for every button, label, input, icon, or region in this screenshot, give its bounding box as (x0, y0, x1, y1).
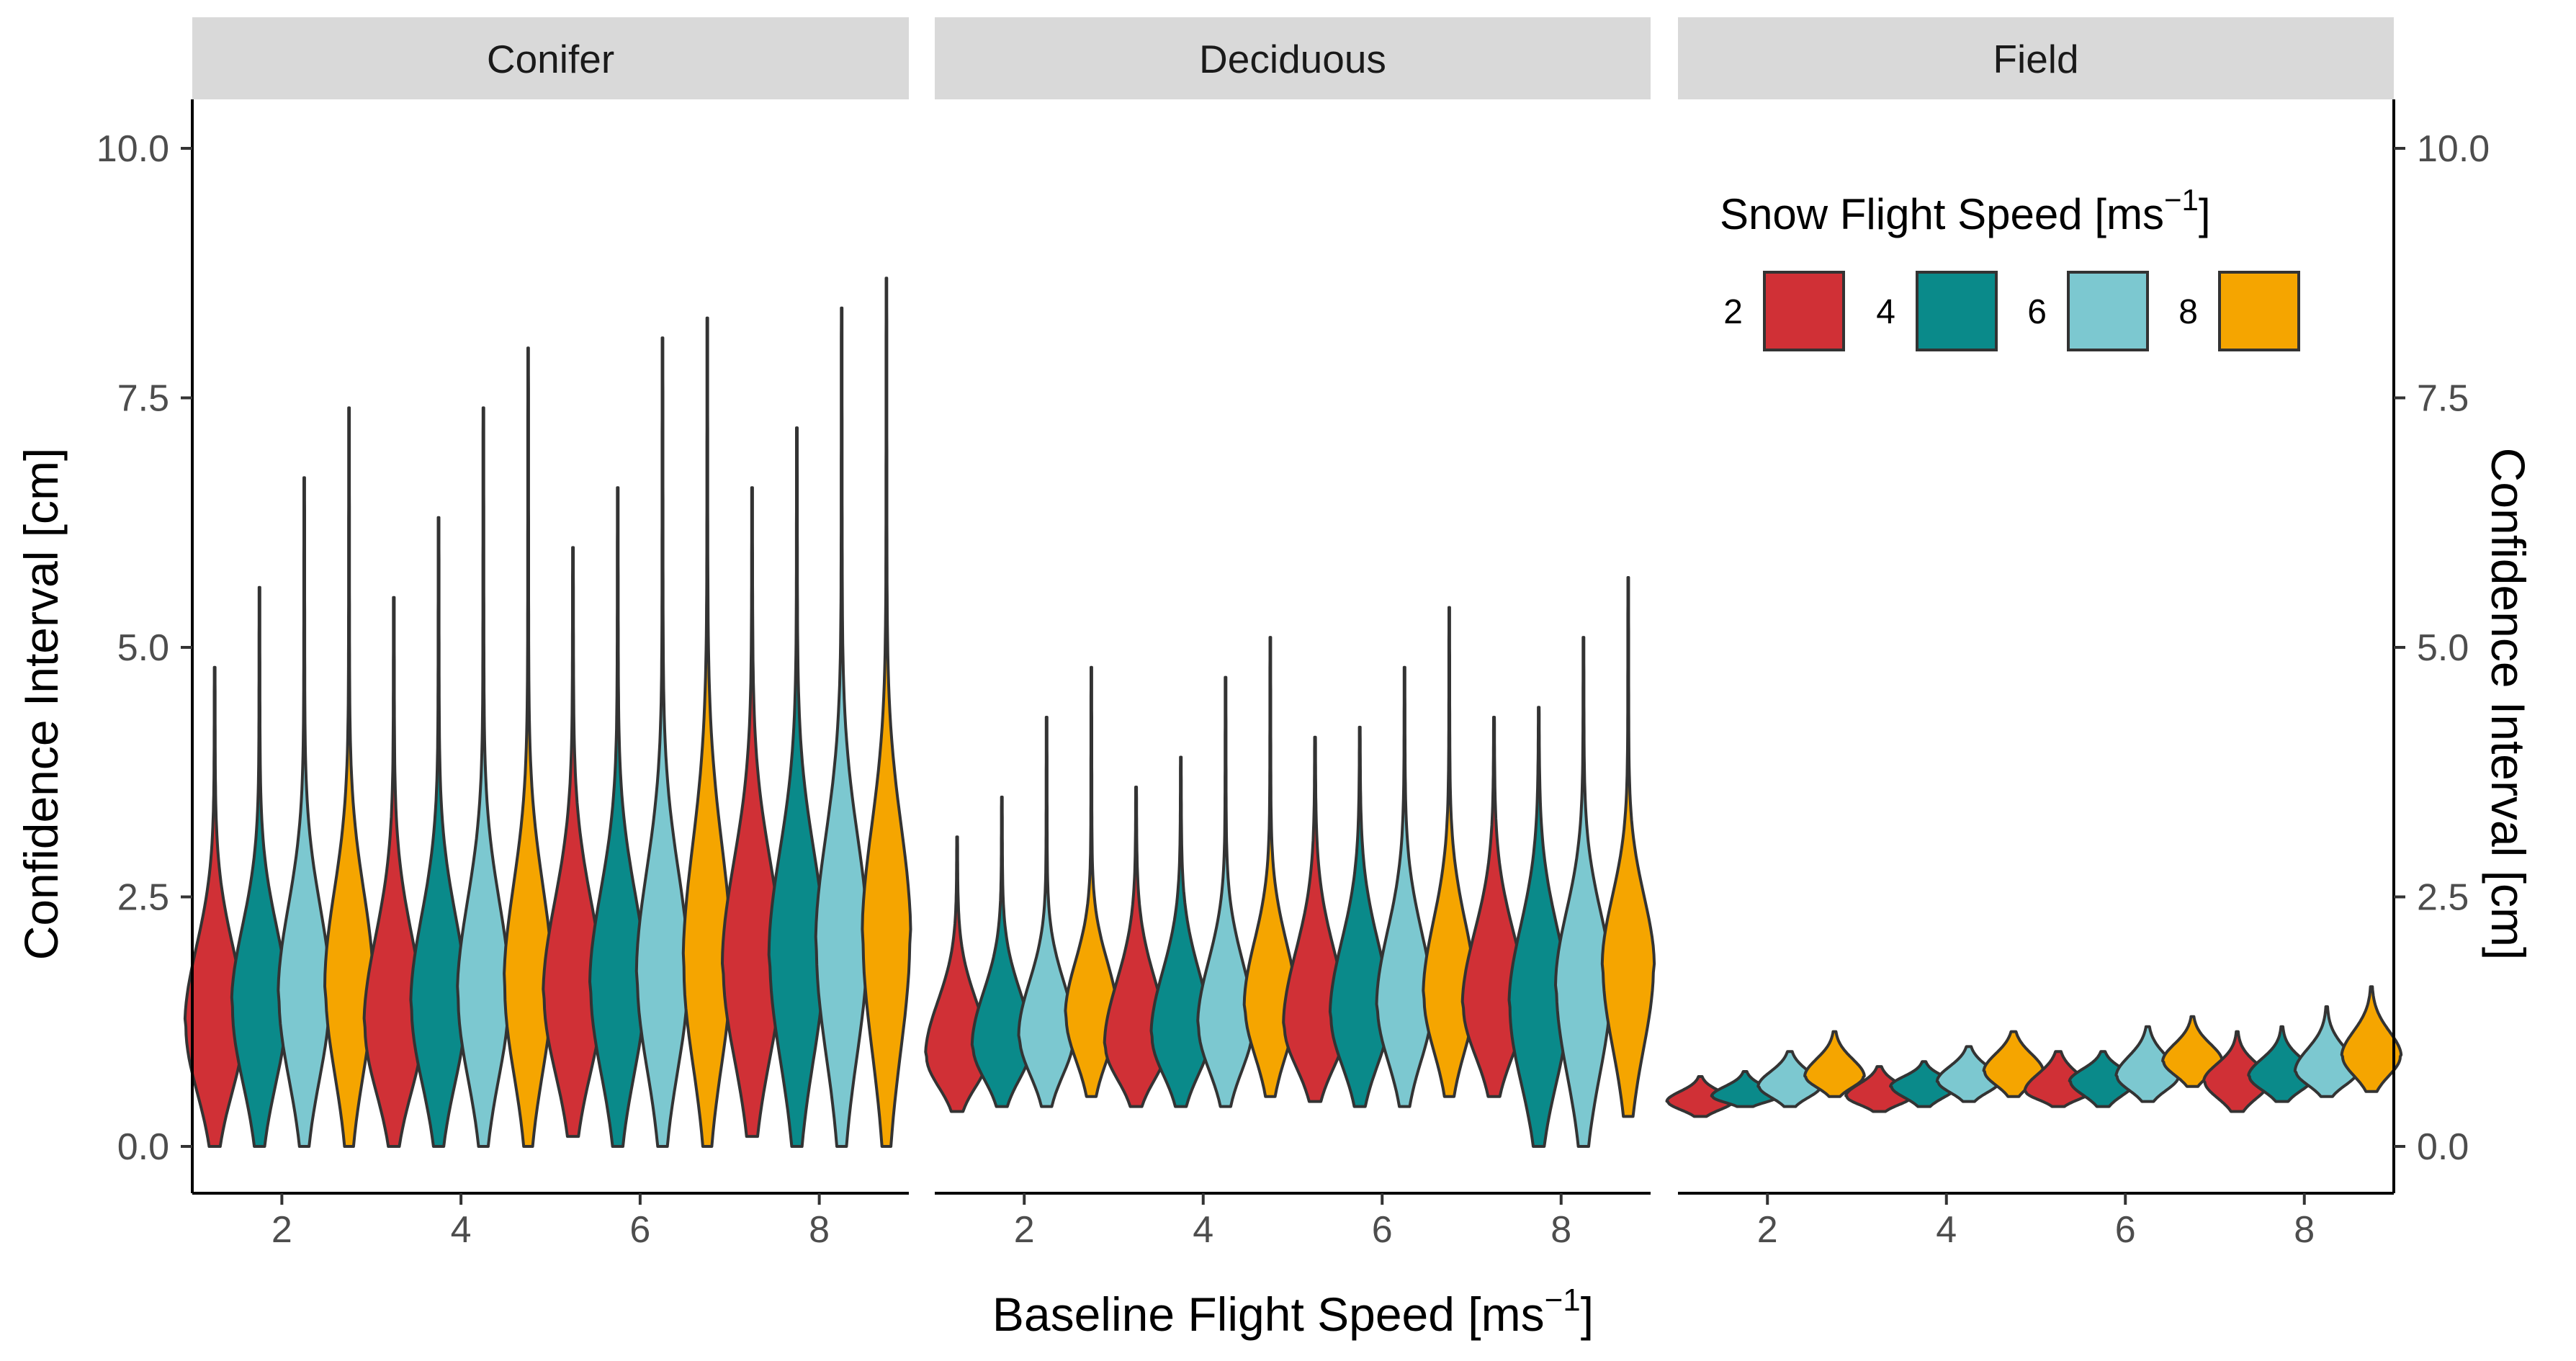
violin-conifer-base4-snow8 (503, 346, 554, 1148)
legend-key-6 (2067, 271, 2149, 351)
violin-field-base8-snow8 (2340, 985, 2403, 1093)
x-tick-label: 2 (271, 1209, 292, 1251)
y-tick-label-left: 2.5 (117, 877, 169, 919)
x-tick-label: 8 (2294, 1209, 2315, 1251)
violin-conifer-base4-snow4 (409, 516, 468, 1148)
x-tick-label: 6 (629, 1209, 650, 1251)
y-axis-title-right: Confidence Interval [cm] (2482, 448, 2535, 961)
facet-strip-deciduous (935, 17, 1651, 99)
y-tick-label-right: 0.0 (2417, 1126, 2469, 1168)
y-tick-label-right: 10.0 (2417, 128, 2490, 170)
y-tick-label-right: 2.5 (2417, 877, 2469, 919)
facet-label-deciduous: Deciduous (1199, 37, 1386, 81)
y-tick-label-left: 0.0 (117, 1126, 169, 1168)
violin-conifer-base8-snow8 (861, 277, 912, 1148)
facet-label-field: Field (1993, 37, 2078, 81)
y-tick-label-left: 5.0 (117, 627, 169, 669)
legend-label-4: 4 (1876, 293, 1895, 331)
violin-deciduous-base8-snow8 (1600, 576, 1656, 1118)
violin-deciduous-base4-snow8 (1242, 636, 1298, 1098)
y-tick-label-right: 5.0 (2417, 627, 2469, 669)
facet-strip-conifer (192, 17, 909, 99)
x-tick-label: 6 (1372, 1209, 1393, 1251)
violin-deciduous-base4-snow6 (1196, 675, 1255, 1108)
facet-strip-field (1678, 17, 2394, 99)
y-tick-label-left: 10.0 (97, 128, 169, 170)
x-axis-title-close: ] (1581, 1288, 1594, 1341)
violin-deciduous-base2-snow6 (1017, 716, 1077, 1108)
y-axis-title-left: Confidence Interval [cm] (14, 448, 68, 961)
x-tick-label: 4 (1193, 1209, 1213, 1251)
x-tick-label: 4 (451, 1209, 472, 1251)
x-tick-label: 2 (1014, 1209, 1035, 1251)
x-tick-label: 8 (809, 1209, 830, 1251)
x-axis-title: Baseline Flight Speed [ms−1] (992, 1283, 1594, 1341)
legend-title: Snow Flight Speed [ms−1] (1720, 183, 2211, 238)
legend-key-2 (1763, 271, 1845, 351)
x-axis-title-superscript: −1 (1545, 1283, 1581, 1318)
violin-conifer-base8-snow6 (814, 306, 869, 1148)
x-tick-label: 8 (1550, 1209, 1571, 1251)
x-tick-label: 2 (1757, 1209, 1778, 1251)
legend-key-4 (1916, 271, 1998, 351)
violin-field-base2-snow8 (1803, 1030, 1866, 1098)
violin-deciduous-base6-snow8 (1422, 606, 1477, 1098)
legend-label-8: 8 (2178, 293, 2198, 331)
legend-key-8 (2218, 271, 2300, 351)
y-tick-label-right: 7.5 (2417, 378, 2469, 420)
x-tick-label: 6 (2115, 1209, 2136, 1251)
violin-conifer-base4-snow6 (456, 406, 511, 1148)
legend-label-2: 2 (1723, 293, 1743, 331)
legend-title-superscript: −1 (2164, 183, 2199, 217)
facet-label-conifer: Conifer (487, 37, 614, 81)
y-tick-label-left: 7.5 (117, 378, 169, 420)
violin-deciduous-base2-snow8 (1064, 665, 1119, 1098)
legend-title-close: ] (2199, 190, 2211, 238)
violin-conifer-base6-snow8 (681, 316, 733, 1148)
x-tick-label: 4 (1936, 1209, 1957, 1251)
legend-label-6: 6 (2027, 293, 2047, 331)
violin-conifer-base2-snow6 (277, 476, 332, 1148)
violin-conifer-base6-snow6 (634, 336, 691, 1148)
violin-conifer-base2-snow8 (323, 406, 375, 1148)
